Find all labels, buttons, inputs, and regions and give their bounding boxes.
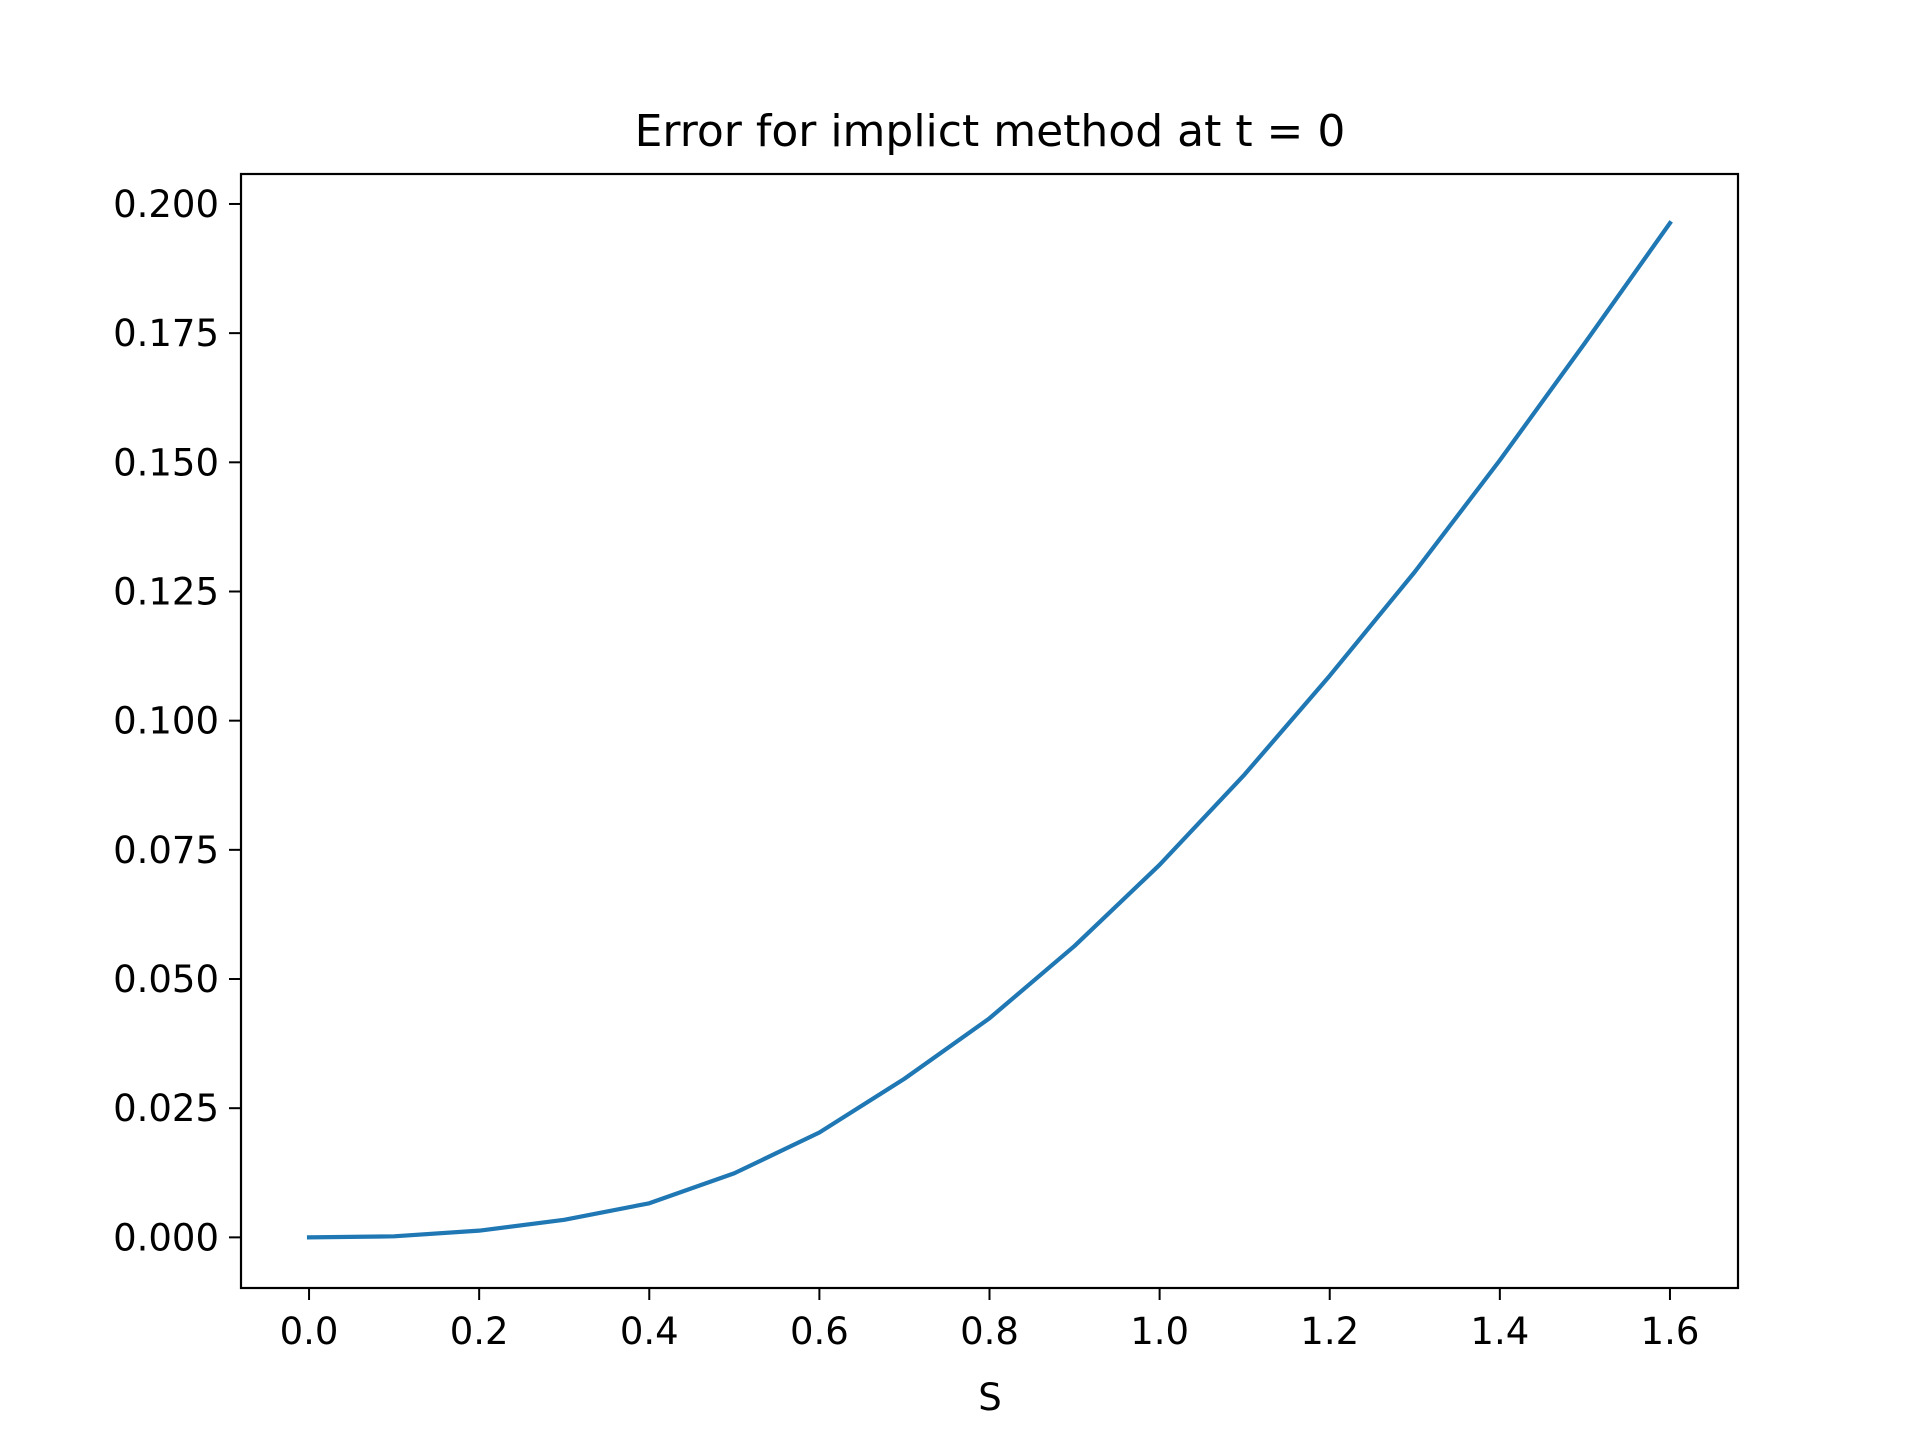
y-tick-label: 0.075 — [113, 829, 219, 872]
x-tick-label: 0.2 — [450, 1310, 509, 1353]
x-tick-label: 0.8 — [960, 1310, 1019, 1353]
x-tick-label: 0.0 — [280, 1310, 339, 1353]
y-tick-label: 0.125 — [113, 570, 219, 613]
x-axis: 0.0 0.2 0.4 0.6 0.8 1.0 1.2 1.4 1.6 — [280, 1288, 1700, 1353]
x-tick-label: 1.6 — [1641, 1310, 1700, 1353]
x-tick-label: 0.6 — [790, 1310, 849, 1353]
series-line-0 — [306, 220, 1673, 1240]
y-tick-label: 0.150 — [113, 441, 219, 484]
chart-title: Error for implict method at t = 0 — [635, 106, 1346, 157]
x-tick-label: 1.0 — [1130, 1310, 1189, 1353]
plot-frame — [239, 172, 1740, 1290]
y-tick-label: 0.025 — [113, 1087, 219, 1130]
y-tick-label: 0.100 — [113, 700, 219, 743]
x-axis-label: S — [978, 1376, 1002, 1419]
x-tick-label: 1.2 — [1300, 1310, 1359, 1353]
y-tick-label: 0.200 — [113, 183, 219, 226]
x-tick-label: 0.4 — [620, 1310, 679, 1353]
y-tick-label: 0.175 — [113, 312, 219, 355]
y-tick-label: 0.000 — [113, 1216, 219, 1259]
y-axis: 0.000 0.025 0.050 0.075 0.100 0.125 0.150 0.175… — [113, 183, 241, 1259]
y-tick-label: 0.050 — [113, 958, 219, 1001]
plot-area — [306, 220, 1673, 1240]
x-tick-label: 1.4 — [1470, 1310, 1529, 1353]
